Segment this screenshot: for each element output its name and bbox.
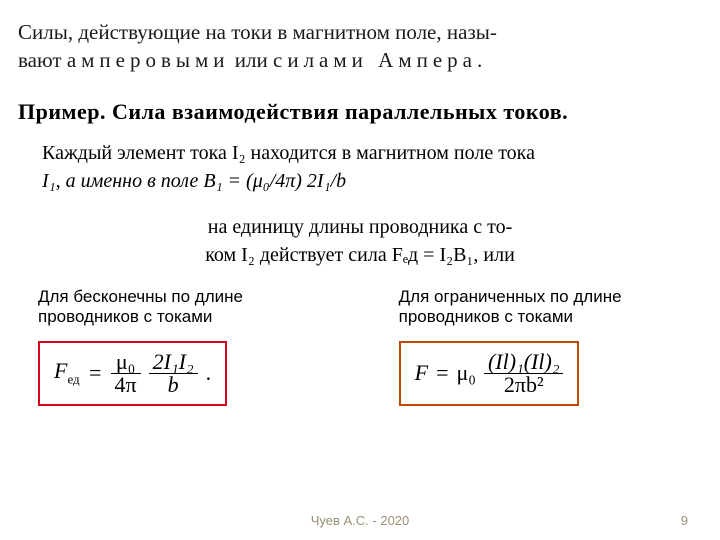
intro-term-1: амперовыми (67, 48, 230, 72)
num-2i1i2: 2I₁I₂ (149, 351, 198, 373)
r-den: 2πb² (500, 374, 548, 396)
right-column: Для ограниченных по длине проводников с … (399, 287, 682, 406)
intro-term-2: силами Ампера. (273, 48, 487, 72)
body-line-2: I₁, а именно в поле B₁ = (μ₀/4π) 2I₁/b (42, 167, 702, 195)
left-column: Для бесконечны по длине проводников с то… (38, 287, 321, 406)
left-formula-box: Fед = μ₀ 4π 2I₁I₂ b . (38, 341, 227, 406)
lhs-sub: ед (67, 372, 79, 387)
right-label: Для ограниченных по длине проводников с … (399, 287, 682, 327)
r-eq: = (436, 360, 448, 386)
left-formula: Fед = μ₀ 4π 2I₁I₂ b . (54, 351, 211, 396)
intro-mid: или (235, 48, 273, 72)
intro-line-1: Силы, действующие на токи в магнитном по… (18, 18, 702, 46)
right-formula: F = μ₀ (Il)₁(Il)₂ 2πb² (415, 351, 564, 396)
body-paragraph: Каждый элемент тока I₂ находится в магни… (18, 139, 702, 195)
frac-mu: μ₀ 4π (111, 351, 141, 396)
r-lhs: F (415, 360, 428, 386)
equals: = (88, 360, 103, 386)
mid-line-2: ком I₂ действует сила Fₑд = I₂B₁, или (18, 241, 702, 269)
tail-dot: . (206, 360, 212, 386)
mid-line-1: на единицу длины проводника с то- (18, 213, 702, 241)
r-num: (Il)₁(Il)₂ (484, 351, 563, 373)
num-mu: μ₀ (112, 351, 139, 373)
den-b: b (164, 374, 183, 396)
right-formula-box: F = μ₀ (Il)₁(Il)₂ 2πb² (399, 341, 580, 406)
frac-i: 2I₁I₂ b (149, 351, 198, 396)
page-number: 9 (681, 513, 688, 528)
r-frac: (Il)₁(Il)₂ 2πb² (484, 351, 563, 396)
left-label: Для бесконечны по длине проводников с то… (38, 287, 321, 327)
r-coef: μ₀ (457, 360, 476, 386)
intro-prefix: вают (18, 48, 67, 72)
mid-block: на единицу длины проводника с то- ком I₂… (18, 213, 702, 269)
den-4pi: 4π (111, 374, 141, 396)
body-line-1: Каждый элемент тока I₂ находится в магни… (42, 139, 702, 167)
intro-line-2: вают амперовыми или силами Ампера. (18, 46, 702, 74)
formula-columns: Для бесконечны по длине проводников с то… (18, 287, 702, 406)
lhs: F (54, 358, 67, 383)
page-content: Силы, действующие на токи в магнитном по… (0, 0, 720, 406)
example-heading: Пример. Сила взаимодействия параллельных… (18, 99, 702, 125)
footer-author: Чуев А.С. - 2020 (0, 513, 720, 528)
